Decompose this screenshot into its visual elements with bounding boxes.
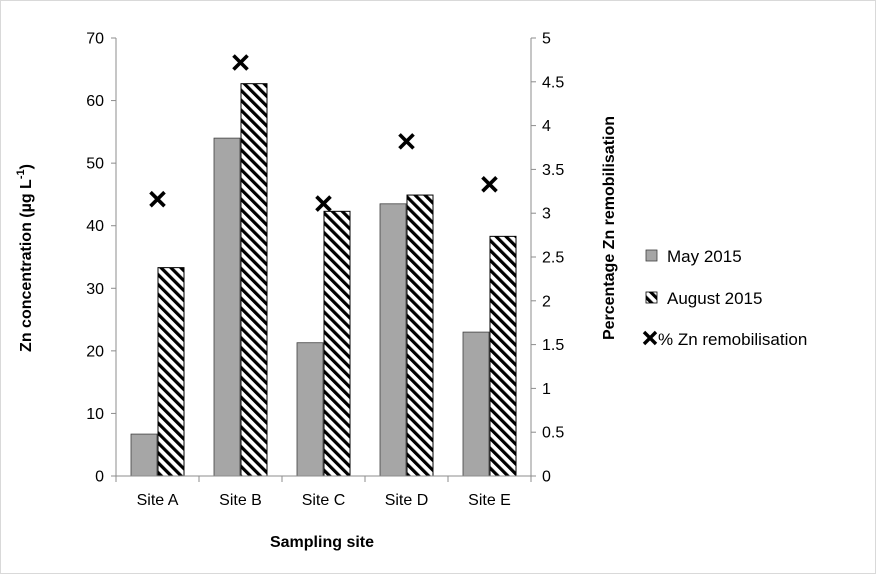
plot-area	[130, 54, 517, 477]
y2-axis-title: Percentage Zn remobilisation	[601, 116, 618, 340]
y-axis-title-superscript: -1	[15, 169, 27, 179]
x-tick-label: Site E	[468, 492, 511, 509]
y-tick-label: 50	[86, 156, 104, 173]
y2-tick-label: 4.5	[542, 74, 564, 91]
legend-label-may-2015: May 2015	[667, 247, 742, 266]
y2-tick-label: 3.5	[542, 162, 564, 179]
y-tick-label: 40	[86, 218, 104, 235]
marker-zn-remobilisation	[232, 54, 249, 71]
legend-label-zn-remobilisation: % Zn remobilisation	[658, 330, 807, 349]
marker-stroke	[398, 133, 415, 150]
legend: May 2015 August 2015 % Zn remobilisation	[642, 247, 807, 349]
bar-may-2015	[296, 342, 324, 477]
x-tick-label: Site D	[385, 492, 429, 509]
y-axis-title-main: Zn concentration (µg L	[18, 179, 35, 352]
x-tick-label: Site C	[302, 492, 346, 509]
y2-tick-label: 2	[542, 293, 551, 310]
y-tick-label: 10	[86, 406, 104, 423]
axes: 0 10 20 30 40 50 60 70 0 0.5 1 1.5 2 2.5 3 3.5 4 4.5 5 Site…	[86, 31, 564, 510]
legend-swatch-may-2015	[645, 249, 658, 262]
y-axis-title-close: )	[18, 164, 35, 169]
marker-zn-remobilisation	[149, 190, 166, 208]
y-tick-label: 70	[86, 31, 104, 48]
bar-august-2015	[406, 194, 434, 477]
y2-tick-label: 1	[542, 381, 551, 398]
y2-tick-label: 4	[542, 118, 551, 135]
marker-zn-remobilisation	[398, 133, 415, 150]
bar-may-2015	[462, 331, 490, 477]
y-tick-label: 60	[86, 93, 104, 110]
bar-august-2015	[240, 83, 268, 477]
y2-tick-label: 3	[542, 206, 551, 223]
marker-zn-remobilisation	[481, 176, 498, 193]
y2-tick-label: 5	[542, 31, 551, 48]
y2-tick-label: 2.5	[542, 250, 564, 267]
bar-may-2015	[379, 203, 407, 477]
y-axis-title: Zn concentration (µg L-1)	[15, 164, 35, 352]
y2-tick-label: 0.5	[542, 425, 564, 442]
bar-may-2015	[213, 137, 241, 477]
x-tick-label: Site B	[219, 492, 262, 509]
legend-swatch-august-2015	[645, 291, 658, 304]
marker-zn-remobilisation	[315, 195, 332, 212]
x-axis-title: Sampling site	[270, 534, 374, 551]
legend-label-august-2015: August 2015	[667, 289, 762, 308]
legend-marker-x	[642, 330, 658, 346]
marker-stroke	[315, 195, 332, 212]
marker-stroke	[481, 176, 498, 193]
y-tick-label: 20	[86, 343, 104, 360]
y2-tick-label: 1.5	[542, 337, 564, 354]
bar-august-2015	[323, 210, 351, 477]
x-tick-label: Site A	[137, 492, 179, 509]
bar-august-2015	[157, 267, 185, 477]
marker-stroke	[232, 54, 249, 71]
y2-tick-label: 0	[542, 469, 551, 486]
y-tick-label: 0	[95, 469, 104, 486]
bar-may-2015	[130, 433, 158, 477]
marker-stroke	[149, 190, 166, 208]
bar-august-2015	[489, 235, 517, 477]
y-tick-label: 30	[86, 281, 104, 298]
